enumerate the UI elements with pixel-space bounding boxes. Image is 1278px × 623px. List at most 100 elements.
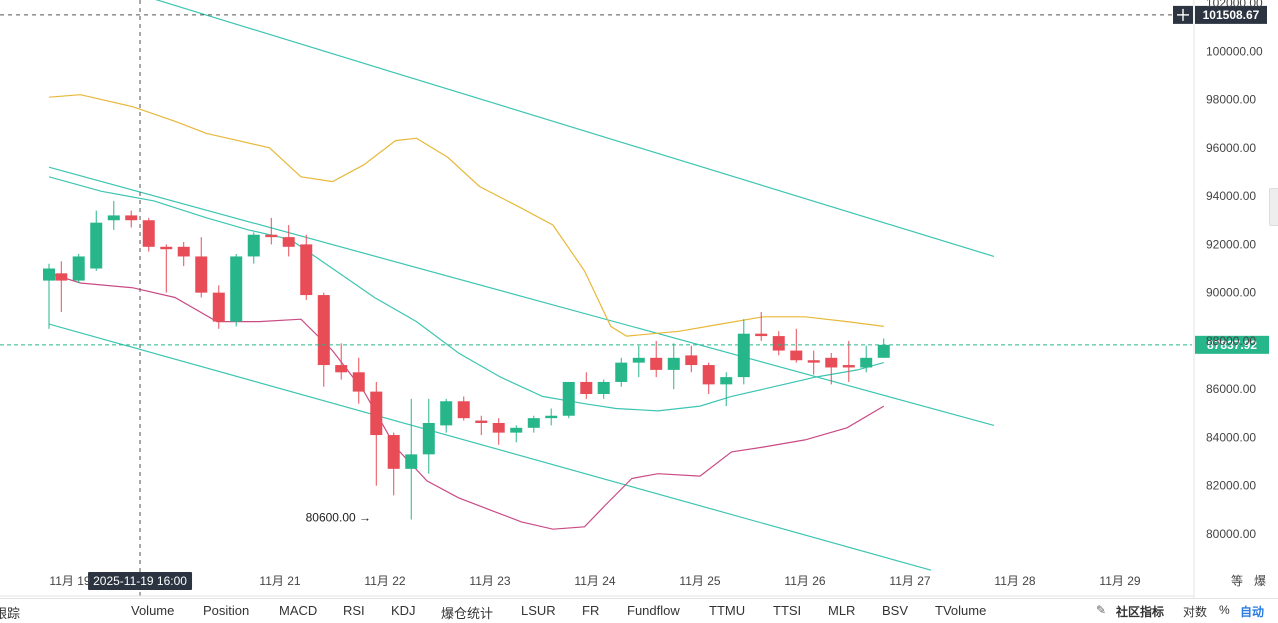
candle bbox=[492, 418, 505, 445]
indicator-tab[interactable]: Volume bbox=[131, 603, 175, 618]
candle bbox=[107, 200, 120, 230]
candle bbox=[842, 340, 855, 382]
candle-body bbox=[667, 357, 680, 370]
upper-band-line bbox=[48, 94, 884, 337]
indicator-tab[interactable]: RSI bbox=[343, 603, 365, 618]
candle-body bbox=[440, 401, 453, 426]
candle bbox=[860, 345, 873, 373]
candle-body bbox=[317, 295, 330, 366]
y-tick-label: 98000.00 bbox=[1206, 93, 1256, 107]
crosshair-price-box bbox=[1195, 5, 1267, 24]
candle bbox=[55, 261, 68, 312]
channel-line bbox=[155, 0, 995, 258]
indicator-tab[interactable]: MACD bbox=[279, 603, 318, 618]
indicator-tab[interactable]: MLR bbox=[828, 603, 856, 618]
indicator-tab[interactable]: LSUR bbox=[521, 603, 556, 618]
candle bbox=[755, 311, 768, 341]
candle-body bbox=[55, 273, 68, 281]
candle bbox=[405, 398, 418, 520]
candle-body bbox=[755, 333, 768, 337]
x-tick-label: 11月 22 bbox=[364, 574, 405, 588]
candle bbox=[265, 217, 278, 245]
candle-body bbox=[160, 246, 173, 250]
indicator-tab[interactable]: BSV bbox=[882, 603, 909, 618]
candle-body bbox=[545, 415, 558, 419]
candle-body bbox=[632, 357, 645, 363]
candle-body bbox=[702, 365, 715, 385]
indicator-tab[interactable]: TVolume bbox=[935, 603, 987, 618]
candle bbox=[212, 285, 225, 329]
middle-band-line bbox=[48, 176, 884, 412]
candle-body bbox=[825, 357, 838, 368]
community-indicators-button[interactable]: 社区指标 bbox=[1116, 605, 1165, 619]
indicator-tab[interactable]: TTSI bbox=[773, 603, 802, 618]
candle-body bbox=[842, 365, 855, 368]
candle bbox=[580, 372, 593, 399]
candle bbox=[230, 254, 243, 327]
candle bbox=[807, 350, 820, 375]
low-price-annotation: 80600.00 → bbox=[306, 511, 371, 525]
auto-scale-toggle[interactable]: 自动 bbox=[1240, 605, 1265, 619]
candle-body bbox=[107, 215, 120, 221]
candle bbox=[790, 328, 803, 363]
edit-icon[interactable]: ✎ bbox=[1096, 603, 1107, 617]
indicator-tab[interactable]: 跟踪 bbox=[0, 606, 21, 621]
candle bbox=[475, 415, 488, 436]
candle-body bbox=[562, 381, 575, 416]
channel-line bbox=[48, 166, 995, 426]
y-tick-label: 94000.00 bbox=[1206, 189, 1256, 203]
candle bbox=[650, 340, 663, 378]
candle bbox=[562, 381, 575, 419]
candle bbox=[317, 292, 330, 387]
candle bbox=[247, 232, 260, 264]
candle-body bbox=[43, 268, 55, 281]
candle-body bbox=[772, 336, 785, 351]
axis-scroll-handle[interactable] bbox=[1269, 188, 1278, 226]
trend-channel-lines bbox=[48, 0, 995, 571]
candlesticks bbox=[43, 200, 890, 520]
y-tick-label: 80000.00 bbox=[1206, 527, 1256, 541]
candle bbox=[615, 357, 628, 387]
indicator-tab[interactable]: Position bbox=[203, 603, 250, 618]
candle-body bbox=[615, 362, 628, 382]
candle-body bbox=[265, 234, 278, 238]
candle bbox=[352, 357, 365, 404]
candle bbox=[667, 343, 680, 390]
y-tick-label: 82000.00 bbox=[1206, 479, 1256, 493]
candle bbox=[195, 237, 208, 298]
indicator-tab[interactable]: KDJ bbox=[391, 603, 416, 618]
percent-scale-toggle[interactable]: % bbox=[1219, 603, 1230, 617]
bollinger-bands bbox=[48, 94, 885, 530]
candle-body bbox=[300, 244, 313, 296]
chart-overlays: 2025-11-19 16:00 101508.67 87837.92 80600.0… bbox=[0, 0, 1269, 596]
candle bbox=[720, 372, 733, 407]
x-tick-label: 11月 25 bbox=[679, 574, 720, 588]
candle-body bbox=[877, 344, 890, 358]
candle-body bbox=[580, 381, 593, 395]
price-chart[interactable]: 2025-11-19 16:00 101508.67 87837.92 80600.0… bbox=[0, 0, 1278, 598]
y-tick-label: 86000.00 bbox=[1206, 382, 1256, 396]
log-scale-toggle[interactable]: 对数 bbox=[1183, 605, 1208, 619]
plus-icon bbox=[1173, 5, 1193, 24]
indicator-tab[interactable]: 爆仓统计 bbox=[441, 606, 494, 621]
candle-body bbox=[125, 215, 138, 221]
y-tick-label: 100000.00 bbox=[1206, 44, 1263, 58]
axis-char-label: 爆 bbox=[1254, 574, 1266, 588]
candle-body bbox=[90, 222, 103, 269]
indicator-toolbar: 跟踪 Volume Position MACD RSI KDJ 爆仓统计 LSUR FR Fund… bbox=[0, 598, 1278, 623]
x-tick-label: 11月 28 bbox=[994, 574, 1035, 588]
indicator-tab[interactable]: FR bbox=[582, 603, 600, 618]
candle-body bbox=[860, 357, 873, 368]
candle bbox=[825, 352, 838, 385]
candle bbox=[43, 263, 55, 329]
indicator-tab[interactable]: TTMU bbox=[709, 603, 746, 618]
y-tick-label: 102000.00 bbox=[1206, 0, 1263, 10]
candle-body bbox=[405, 454, 418, 469]
candle bbox=[142, 217, 155, 252]
candle bbox=[177, 241, 190, 267]
candle-body bbox=[510, 427, 523, 433]
candle-body bbox=[247, 234, 260, 257]
candle-body bbox=[177, 246, 190, 257]
candle bbox=[160, 244, 173, 293]
indicator-tab[interactable]: Fundflow bbox=[627, 603, 680, 618]
